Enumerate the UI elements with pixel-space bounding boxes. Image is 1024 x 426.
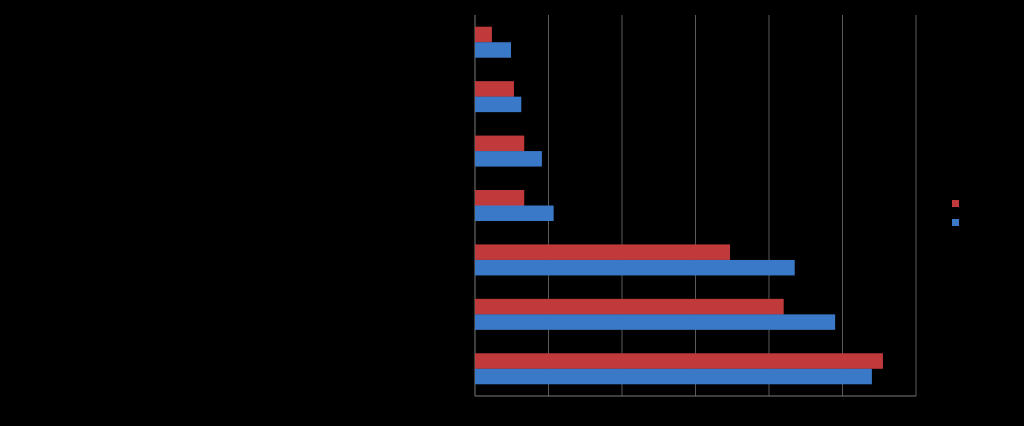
legend-marker xyxy=(952,219,959,226)
bar xyxy=(475,135,525,152)
bar xyxy=(475,96,522,113)
bar xyxy=(475,205,554,221)
bar xyxy=(475,26,492,43)
bar xyxy=(475,259,795,276)
bar xyxy=(475,151,542,167)
bar xyxy=(475,81,514,97)
bar xyxy=(475,190,525,206)
bar xyxy=(475,368,872,385)
bar xyxy=(475,353,883,369)
legend-marker xyxy=(952,200,959,207)
bar xyxy=(475,298,784,315)
bar xyxy=(475,314,836,330)
bar xyxy=(475,42,512,58)
bar xyxy=(475,244,731,260)
